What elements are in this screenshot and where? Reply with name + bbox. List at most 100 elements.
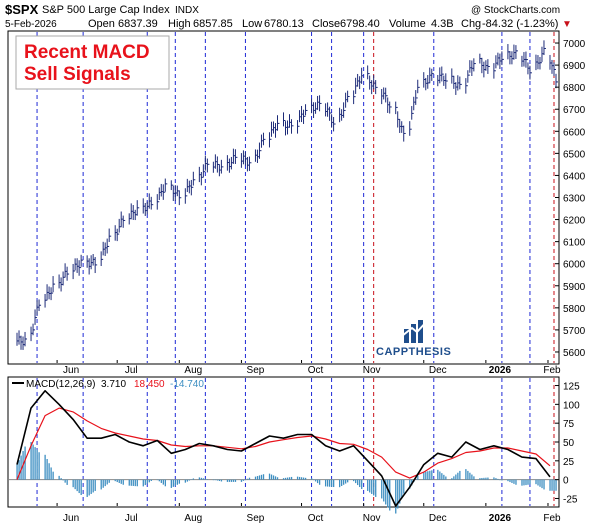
histogram-bar xyxy=(66,479,68,485)
histogram-bar xyxy=(148,479,150,483)
histogram-bar xyxy=(274,476,277,480)
macd-legend-label: MACD(12,26,9) xyxy=(26,379,95,390)
histogram-bar xyxy=(24,446,26,480)
histogram-bar xyxy=(146,479,148,484)
histogram-bar xyxy=(272,475,275,480)
histogram-bar xyxy=(282,478,285,480)
histogram-bar xyxy=(527,479,529,485)
histogram-bar xyxy=(300,477,303,480)
histogram-bar xyxy=(186,479,189,482)
histogram-bar xyxy=(415,478,417,480)
high-value: 6857.85 xyxy=(193,18,233,30)
price-tick-label: 6700 xyxy=(563,105,586,116)
histogram-bar xyxy=(367,479,369,491)
price-bar xyxy=(38,299,42,312)
low-value: 6780.13 xyxy=(264,18,304,30)
macd-tick-label: 50 xyxy=(563,438,575,449)
histogram-bar xyxy=(48,463,50,480)
high-label: High xyxy=(168,18,191,30)
histogram-bar xyxy=(254,476,257,480)
histogram-bar xyxy=(248,477,251,480)
symbol: $SPX xyxy=(5,2,39,17)
price-bar xyxy=(529,65,532,80)
histogram-bar xyxy=(399,479,401,504)
histogram-bar xyxy=(485,477,487,480)
histogram-bar xyxy=(144,479,146,486)
histogram-bar xyxy=(136,479,138,487)
price-bar xyxy=(178,190,182,206)
price-bar xyxy=(487,59,490,74)
price-bar xyxy=(248,156,252,171)
histogram-bar xyxy=(80,479,82,496)
histogram-bar xyxy=(535,479,537,485)
price-bar xyxy=(403,125,406,142)
price-bar xyxy=(220,159,224,174)
x-tick-label: Jun xyxy=(63,365,79,376)
x-tick-label: Nov xyxy=(363,513,381,524)
histogram-bar xyxy=(190,479,193,480)
price-bar xyxy=(501,51,504,66)
histogram-bar xyxy=(541,479,543,489)
macd-tick-label: 100 xyxy=(563,400,580,411)
histogram-bar xyxy=(341,479,343,486)
price-bar xyxy=(262,132,266,146)
histogram-bar xyxy=(555,479,557,491)
histogram-bar xyxy=(90,479,92,494)
histogram-bar xyxy=(371,479,373,494)
x-tick-label: Aug xyxy=(184,513,202,524)
price-tick-label: 6900 xyxy=(563,61,586,72)
histogram-bar xyxy=(427,471,429,480)
histogram-bar xyxy=(184,479,187,483)
price-bar xyxy=(539,56,542,70)
histogram-bar xyxy=(100,479,102,490)
histogram-bar xyxy=(120,479,122,484)
histogram-bar xyxy=(78,479,80,494)
histogram-bar xyxy=(276,477,279,480)
histogram-bar xyxy=(310,478,313,480)
price-tick-label: 5900 xyxy=(563,282,586,293)
price-bar xyxy=(555,73,558,89)
histogram-bar xyxy=(204,478,207,480)
histogram-bar xyxy=(104,479,106,487)
histogram-bar xyxy=(328,479,331,487)
histogram-bar xyxy=(465,469,467,480)
histogram-bar xyxy=(330,479,333,487)
price-tick-label: 6000 xyxy=(563,260,586,271)
histogram-bar xyxy=(134,479,136,487)
price-bar xyxy=(24,331,28,347)
histogram-bar xyxy=(431,470,433,480)
histogram-bar xyxy=(170,479,172,488)
price-bar xyxy=(72,263,76,280)
histogram-bar xyxy=(298,476,301,480)
histogram-bar xyxy=(72,479,74,488)
x-tick-label: Feb xyxy=(543,365,561,376)
price-bar xyxy=(78,260,82,276)
histogram-bar xyxy=(50,467,52,480)
x-tick-label: Jul xyxy=(125,513,138,524)
histogram-bar xyxy=(38,452,40,480)
x-tick-label: Dec xyxy=(429,513,447,524)
histogram-bar xyxy=(467,470,469,480)
histogram-bar xyxy=(88,479,90,496)
credit: @ StockCharts.com xyxy=(471,5,560,16)
histogram-bar xyxy=(172,479,174,487)
price-bar xyxy=(32,323,36,336)
price-bar xyxy=(291,119,294,134)
histogram-bar xyxy=(16,464,18,480)
histogram-bar xyxy=(60,478,62,480)
logo-icon xyxy=(401,319,429,343)
histogram-bar xyxy=(76,479,78,492)
histogram-bar xyxy=(509,479,511,483)
histogram-bar xyxy=(142,479,144,487)
macd-lines xyxy=(16,389,551,507)
index-name: S&P 500 Large Cap Index xyxy=(42,4,170,16)
price-bar xyxy=(441,66,444,82)
histogram-bar xyxy=(551,479,553,491)
histogram-bar xyxy=(188,479,191,481)
histogram-bar xyxy=(497,478,499,480)
price-tick-label: 6600 xyxy=(563,127,586,138)
histogram-bar xyxy=(369,479,371,493)
price-bar xyxy=(150,196,154,210)
histogram-bar xyxy=(355,479,357,484)
histogram-bar xyxy=(214,479,217,481)
